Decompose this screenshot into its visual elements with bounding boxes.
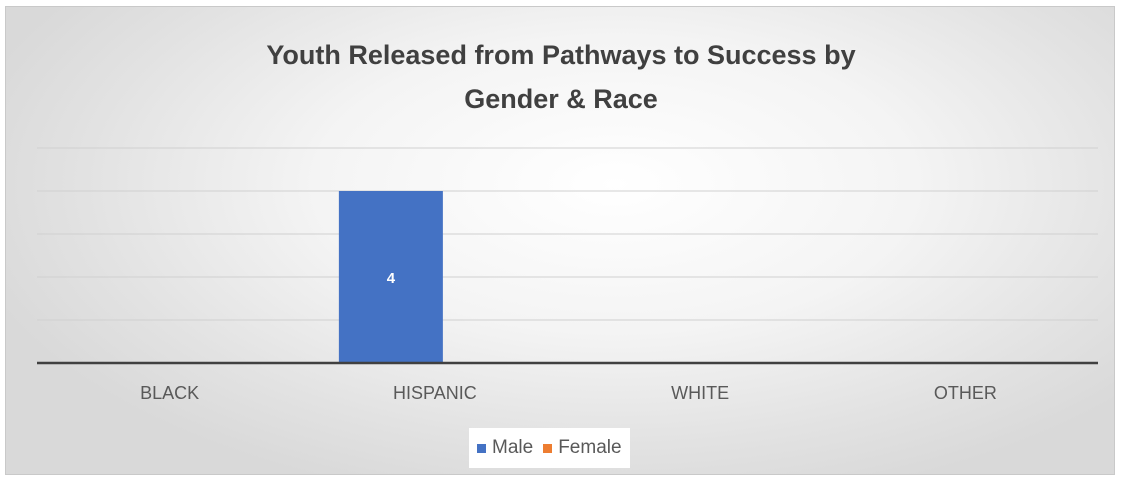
chart-title-line-1: Youth Released from Pathways to Success … [266,40,856,70]
legend-label-female: Female [558,437,622,458]
legend: Male Female [469,428,630,468]
legend-label-male: Male [492,437,534,458]
chart-area: Youth Released from Pathways to Success … [5,6,1115,475]
x-tick-label-other: OTHER [934,383,997,403]
legend-swatch-female [543,443,553,453]
data-label-hispanic: 4 [387,270,396,287]
chart-title-line-2: Gender & Race [464,84,658,114]
x-tick-label-hispanic: HISPANIC [393,383,477,403]
legend-swatch-male [477,443,486,453]
legend-item-male: Male [477,437,533,459]
bar-male-hispanic [338,191,443,363]
plot-area: BLACK 4 HISPANIC WHITE OTHER [37,147,1098,403]
chart-title: Youth Released from Pathways to Success … [6,33,1116,121]
x-tick-label-black: BLACK [140,383,199,403]
legend-item-female: Female [543,437,622,459]
x-tick-label-white: WHITE [671,383,729,403]
